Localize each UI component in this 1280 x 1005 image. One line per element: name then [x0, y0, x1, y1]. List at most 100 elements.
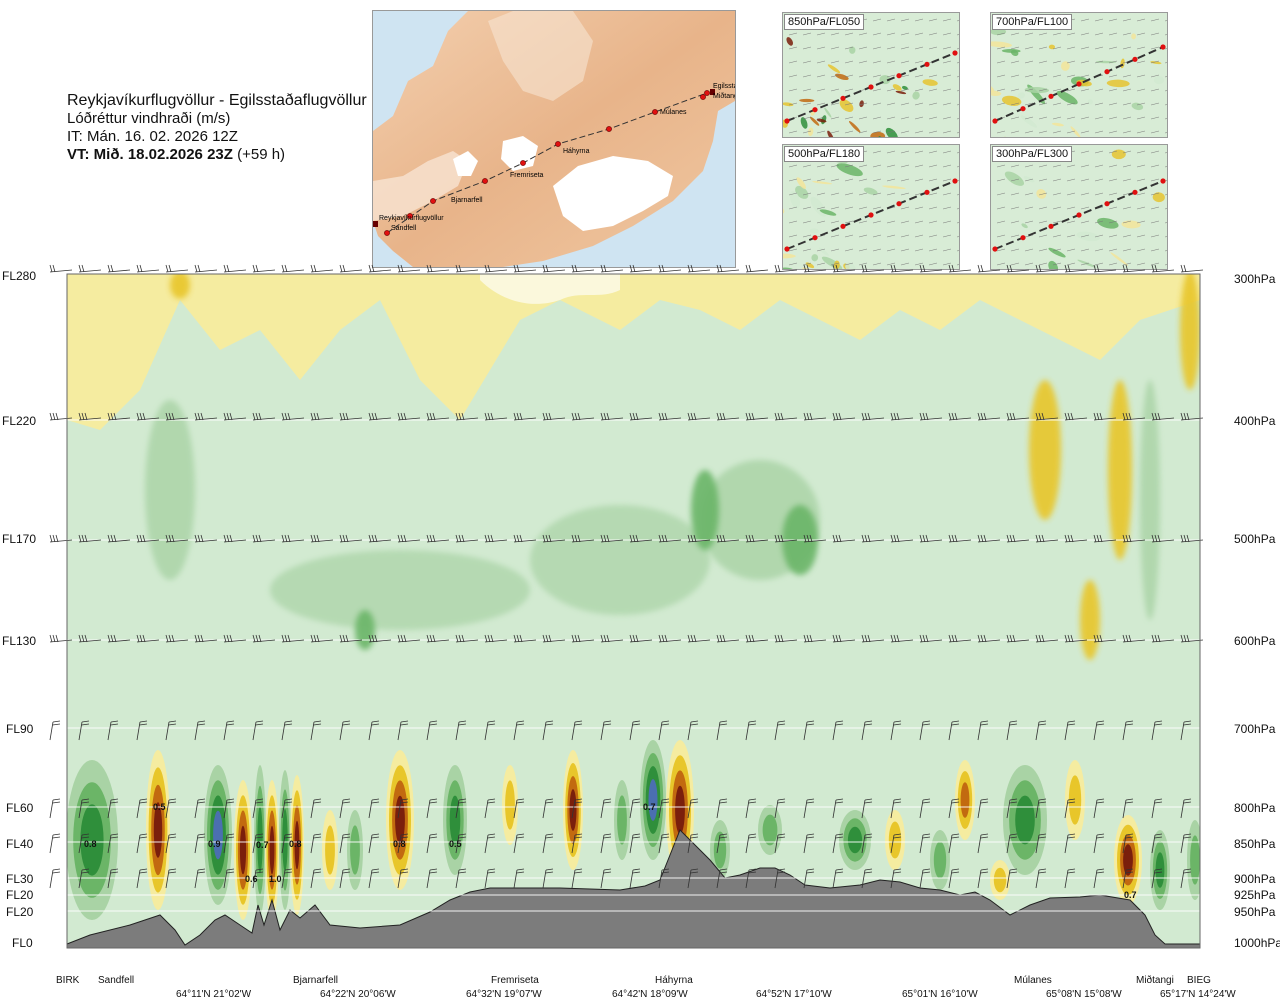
level-map-700[interactable]: 700hPa/FL100 [990, 12, 1168, 138]
thumb-barb [1080, 60, 1090, 64]
thumb-route-point [896, 201, 902, 207]
wind-barb [803, 868, 815, 889]
hofsjokull [501, 136, 538, 171]
thumb-barb [830, 130, 840, 134]
vatnajokull [553, 156, 673, 231]
thumb-barb [1150, 164, 1160, 168]
thumb-field [1048, 247, 1066, 258]
wind-barb [1093, 534, 1117, 543]
wind-barb [513, 798, 525, 819]
thumb-barb [942, 178, 952, 182]
thumb-barb [1038, 46, 1048, 50]
thumb-barb [1108, 102, 1118, 106]
value-label: 0.7 [1124, 890, 1137, 900]
thumb-field [799, 98, 815, 103]
thumb-barb [1038, 262, 1048, 266]
thumb-barb [1164, 20, 1167, 22]
thumb-background [991, 145, 1167, 269]
thumb-barb [1066, 262, 1076, 266]
wind-barb [716, 720, 728, 741]
thumb-barb [928, 262, 938, 266]
wind-barb [629, 720, 641, 741]
wind-barb [658, 868, 670, 889]
wind-barb [890, 264, 914, 273]
thumb-field [1152, 192, 1165, 203]
wind-barb [629, 868, 641, 889]
level-label-fl: FL30 [6, 872, 34, 886]
coordinate-label: 65°17'N 14°24'W [1160, 989, 1236, 1000]
thumb-barb [942, 46, 952, 50]
wind-barb [890, 634, 914, 643]
level-map-300[interactable]: 300hPa/FL300 [990, 144, 1168, 270]
wind-barb [368, 534, 392, 543]
wind-barb [774, 720, 786, 741]
velocity-contour [395, 795, 405, 845]
thumb-barb [1010, 164, 1020, 168]
thumb-barb [1136, 60, 1146, 64]
route-point-marker [555, 141, 561, 147]
thumb-route-point [784, 246, 790, 252]
thumb-barb [900, 206, 910, 210]
thumb-barb [886, 46, 896, 50]
thumb-field [1131, 33, 1136, 40]
thumb-barb [1122, 130, 1132, 134]
thumb-field [1070, 126, 1081, 137]
thumb-barb [942, 234, 952, 238]
thumb-barb [1010, 130, 1020, 134]
thumb-barb [956, 236, 959, 238]
thumb-barb [1052, 102, 1062, 106]
thumb-barb [1010, 116, 1020, 120]
thumb-field [1150, 61, 1162, 65]
level-map-850[interactable]: 850hPa/FL050 [782, 12, 960, 138]
wind-barb [223, 264, 247, 273]
wind-barb [1093, 833, 1105, 854]
thumb-barb [900, 234, 910, 238]
thumb-route-point [992, 246, 998, 252]
wind-barb [919, 634, 943, 643]
velocity-contour [282, 808, 288, 872]
thumb-barb [1164, 118, 1167, 120]
thumb-barb [816, 102, 826, 106]
wind-barb [426, 534, 450, 543]
thumb-field [783, 253, 796, 259]
thumb-barb [886, 88, 896, 92]
thumb-barb [1150, 262, 1160, 266]
thumb-barb [942, 116, 952, 120]
thumb-barb [914, 220, 924, 224]
thumb-field [882, 185, 906, 189]
wind-barb [252, 833, 264, 854]
wind-barb [687, 634, 711, 643]
thumb-barb [788, 192, 798, 196]
thumb-barb [1094, 234, 1104, 238]
wind-barb [716, 534, 740, 543]
thumb-barb [858, 32, 868, 36]
thumb-barb [1122, 116, 1132, 120]
thumb-barb [1038, 116, 1048, 120]
velocity-contour [960, 782, 970, 818]
wind-barb [832, 798, 844, 819]
wind-barb [861, 833, 873, 854]
thumb-barb [1066, 248, 1076, 252]
thumb-barb [1024, 60, 1034, 64]
thumb-barb [996, 178, 1006, 182]
level-map-500[interactable]: 500hPa/FL180 [782, 144, 960, 270]
wind-barb [803, 264, 827, 273]
level-map-graphic [783, 13, 959, 137]
thumb-field [1024, 87, 1050, 94]
thumb-barb [1024, 192, 1034, 196]
thumb-barb [1094, 220, 1104, 224]
thumb-barb [858, 46, 868, 50]
valid-time-offset: (+59 h) [237, 146, 286, 163]
thumb-barb [802, 248, 812, 252]
thumb-barb [928, 46, 938, 50]
thumb-barb [816, 192, 826, 196]
langjokull [453, 151, 478, 176]
thumb-barb [802, 164, 812, 168]
wind-barb [861, 634, 885, 643]
thumb-field [824, 107, 832, 118]
wind-barb [107, 868, 119, 889]
thumb-barb [802, 130, 812, 134]
thumb-barb [1164, 62, 1167, 64]
thumb-barb [1164, 180, 1167, 182]
wind-barb [281, 412, 305, 421]
